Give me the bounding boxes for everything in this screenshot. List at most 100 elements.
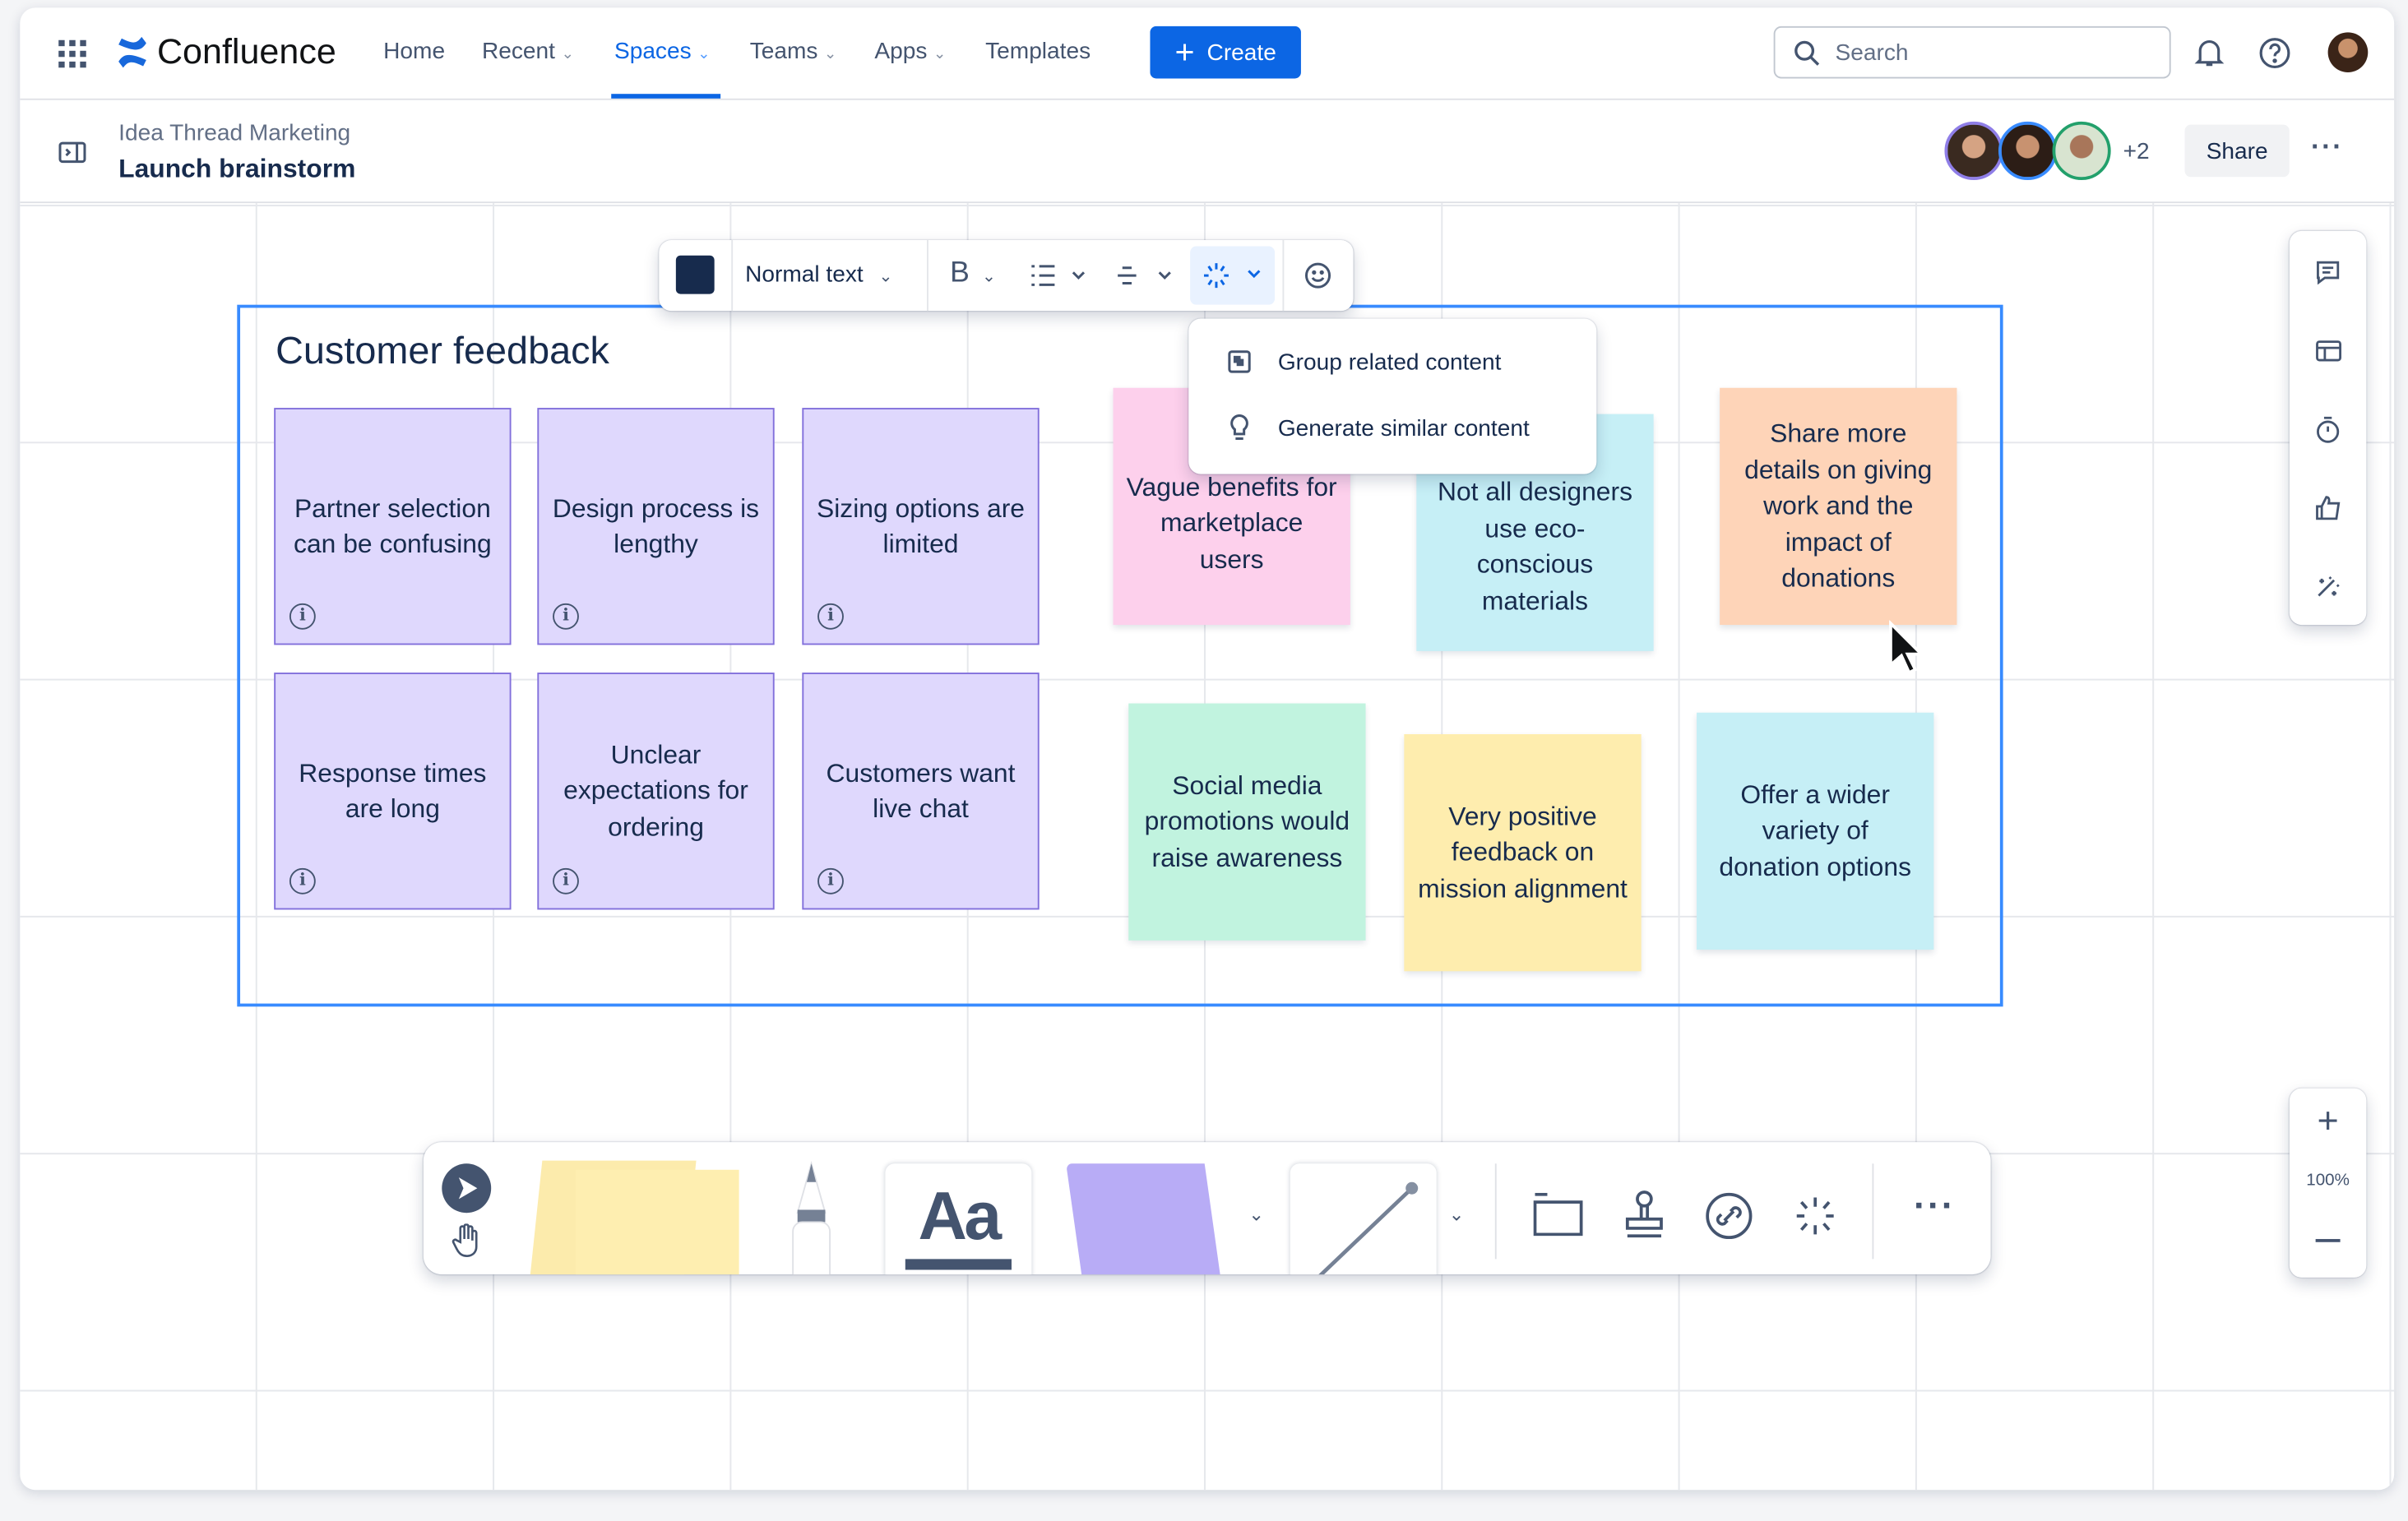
info-icon[interactable]: i bbox=[553, 603, 579, 630]
line-chevron-down-icon[interactable]: ⌄ bbox=[1448, 1203, 1465, 1226]
text-style-dropdown[interactable]: Normal text ⌄ bbox=[745, 261, 893, 289]
app-name[interactable]: Confluence bbox=[156, 30, 336, 72]
ai-tools-button[interactable] bbox=[1190, 246, 1276, 305]
creation-toolbar: Aa ⌄ ⌄ ··· bbox=[423, 1142, 1991, 1275]
alignment-button[interactable] bbox=[1116, 263, 1187, 288]
frame-title[interactable]: Customer feedback bbox=[276, 329, 609, 373]
info-icon[interactable]: i bbox=[553, 867, 579, 895]
zoom-in-button[interactable]: + bbox=[2317, 1100, 2339, 1143]
sticky-note[interactable]: Response times are long i bbox=[274, 673, 512, 910]
create-button[interactable]: + Create bbox=[1150, 25, 1301, 79]
emoji-icon[interactable] bbox=[1304, 261, 1332, 289]
nav-apps[interactable]: Apps ⌄ bbox=[874, 38, 947, 65]
sticky-text: Unclear expectations for ordering bbox=[563, 740, 748, 842]
sticky-note[interactable]: Share more details on giving work and th… bbox=[1720, 387, 1957, 626]
nav-recent[interactable]: Recent ⌄ bbox=[481, 38, 575, 65]
frame-tool-icon[interactable] bbox=[1533, 1192, 1583, 1237]
chevron-down-icon: ⌄ bbox=[823, 46, 837, 63]
mouse-cursor-icon bbox=[1887, 620, 1925, 675]
sidebar-toggle-icon[interactable] bbox=[58, 141, 86, 164]
sticky-text: Vague benefits for marketplace users bbox=[1126, 472, 1337, 574]
chevron-down-icon: ⌄ bbox=[981, 267, 997, 287]
sticky-text: Not all designers use eco-conscious mate… bbox=[1437, 477, 1633, 615]
sticky-text: Share more details on giving work and th… bbox=[1744, 418, 1933, 594]
share-button[interactable]: Share bbox=[2184, 124, 2290, 178]
sticky-note[interactable]: Social media promotions would raise awar… bbox=[1128, 703, 1366, 941]
collaborator-avatar[interactable] bbox=[1998, 121, 2058, 181]
help-icon[interactable] bbox=[2258, 37, 2290, 69]
shape-tool[interactable] bbox=[1066, 1163, 1222, 1275]
stamp-tool-icon[interactable] bbox=[1623, 1190, 1665, 1239]
more-tools-icon[interactable]: ··· bbox=[1914, 1185, 1956, 1227]
app-switcher-icon[interactable] bbox=[58, 39, 86, 68]
nav-spaces[interactable]: Spaces ⌄ bbox=[614, 38, 711, 65]
plus-icon: + bbox=[1174, 32, 1195, 72]
select-tool-icon[interactable] bbox=[442, 1163, 492, 1214]
chevron-down-icon: ⌄ bbox=[697, 46, 711, 63]
shape-chevron-down-icon[interactable]: ⌄ bbox=[1248, 1203, 1265, 1226]
timer-icon[interactable] bbox=[2316, 415, 2341, 443]
sticky-text: Design process is lengthy bbox=[552, 493, 760, 559]
text-tool-label: Aa bbox=[918, 1179, 1002, 1255]
top-nav: Confluence Home Recent ⌄ Spaces ⌄ Teams ⌄ A… bbox=[20, 7, 2395, 100]
nav-home[interactable]: Home bbox=[383, 38, 446, 65]
breadcrumb-space[interactable]: Idea Thread Marketing bbox=[118, 120, 351, 146]
extra-collaborators-count[interactable]: +2 bbox=[2123, 138, 2150, 165]
nav-templates[interactable]: Templates bbox=[985, 38, 1091, 65]
sticky-text: Partner selection can be confusing bbox=[294, 493, 492, 559]
search-input[interactable]: Search bbox=[1773, 25, 2171, 79]
sticky-text: Response times are long bbox=[299, 758, 487, 824]
sticky-text: Very positive feedback on mission alignm… bbox=[1418, 801, 1628, 904]
list-button[interactable] bbox=[1030, 263, 1100, 288]
line-tool[interactable] bbox=[1290, 1163, 1437, 1275]
right-side-toolbar bbox=[2289, 230, 2367, 626]
thumbs-up-icon[interactable] bbox=[2316, 496, 2342, 520]
info-icon[interactable]: i bbox=[817, 603, 844, 630]
sticky-note[interactable]: Offer a wider variety of donation option… bbox=[1697, 712, 1934, 950]
page-header: Idea Thread Marketing Launch brainstorm … bbox=[20, 100, 2395, 204]
chevron-down-icon: ⌄ bbox=[933, 46, 947, 63]
link-tool-icon[interactable] bbox=[1704, 1191, 1753, 1241]
text-tool[interactable]: Aa bbox=[885, 1163, 1032, 1275]
collaborator-avatar[interactable] bbox=[1944, 121, 2003, 181]
text-format-toolbar: Normal text ⌄ B ⌄ bbox=[659, 240, 1354, 312]
ai-tools-menu: Group related content Generate similar c… bbox=[1188, 318, 1597, 474]
notifications-bell-icon[interactable] bbox=[2194, 37, 2225, 67]
sticky-note[interactable]: Design process is lengthy i bbox=[537, 408, 775, 645]
lightbulb-icon bbox=[1230, 414, 1248, 441]
sticky-note[interactable]: Very positive feedback on mission alignm… bbox=[1404, 733, 1642, 972]
collaborator-avatar[interactable] bbox=[2052, 121, 2111, 181]
pen-tool[interactable] bbox=[775, 1160, 849, 1275]
hand-pan-tool-icon[interactable] bbox=[452, 1223, 482, 1257]
ai-sparkle-tool-icon[interactable] bbox=[1795, 1196, 1836, 1237]
template-icon[interactable] bbox=[2316, 340, 2342, 362]
sticky-note[interactable]: Customers want live chat i bbox=[802, 673, 1040, 910]
zoom-level: 100% bbox=[2306, 1171, 2350, 1190]
nav-teams[interactable]: Teams ⌄ bbox=[749, 38, 837, 65]
more-options-icon[interactable]: ··· bbox=[2311, 131, 2344, 162]
search-icon bbox=[1794, 39, 1820, 65]
ai-sparkle-icon bbox=[1203, 263, 1261, 289]
user-avatar[interactable] bbox=[2327, 32, 2369, 72]
info-icon[interactable]: i bbox=[817, 867, 844, 895]
sticky-note-tool[interactable] bbox=[576, 1169, 739, 1275]
info-icon[interactable]: i bbox=[289, 603, 316, 630]
text-color-swatch[interactable] bbox=[675, 255, 715, 294]
sticky-note[interactable]: Partner selection can be confusing i bbox=[274, 408, 512, 645]
zoom-out-button[interactable] bbox=[2315, 1239, 2341, 1242]
comment-icon[interactable] bbox=[2316, 260, 2341, 285]
info-icon[interactable]: i bbox=[289, 867, 316, 895]
sticky-text: Offer a wider variety of donation option… bbox=[1719, 779, 1912, 882]
page-title: Launch brainstorm bbox=[118, 154, 356, 183]
sticky-note[interactable]: Unclear expectations for ordering i bbox=[537, 673, 775, 910]
menu-item-group-related[interactable]: Group related content bbox=[1188, 331, 1596, 393]
magic-wand-icon[interactable] bbox=[2316, 574, 2341, 599]
group-icon bbox=[1228, 350, 1251, 373]
app-window: Confluence Home Recent ⌄ Spaces ⌄ Teams ⌄ A… bbox=[20, 7, 2395, 1491]
chevron-down-icon: ⌄ bbox=[561, 46, 575, 63]
sticky-note[interactable]: Sizing options are limited i bbox=[802, 408, 1040, 645]
bold-button[interactable]: B ⌄ bbox=[950, 257, 997, 289]
menu-item-generate-similar[interactable]: Generate similar content bbox=[1188, 397, 1596, 459]
zoom-controls: + 100% bbox=[2289, 1088, 2367, 1278]
confluence-logo-icon[interactable] bbox=[117, 36, 147, 68]
